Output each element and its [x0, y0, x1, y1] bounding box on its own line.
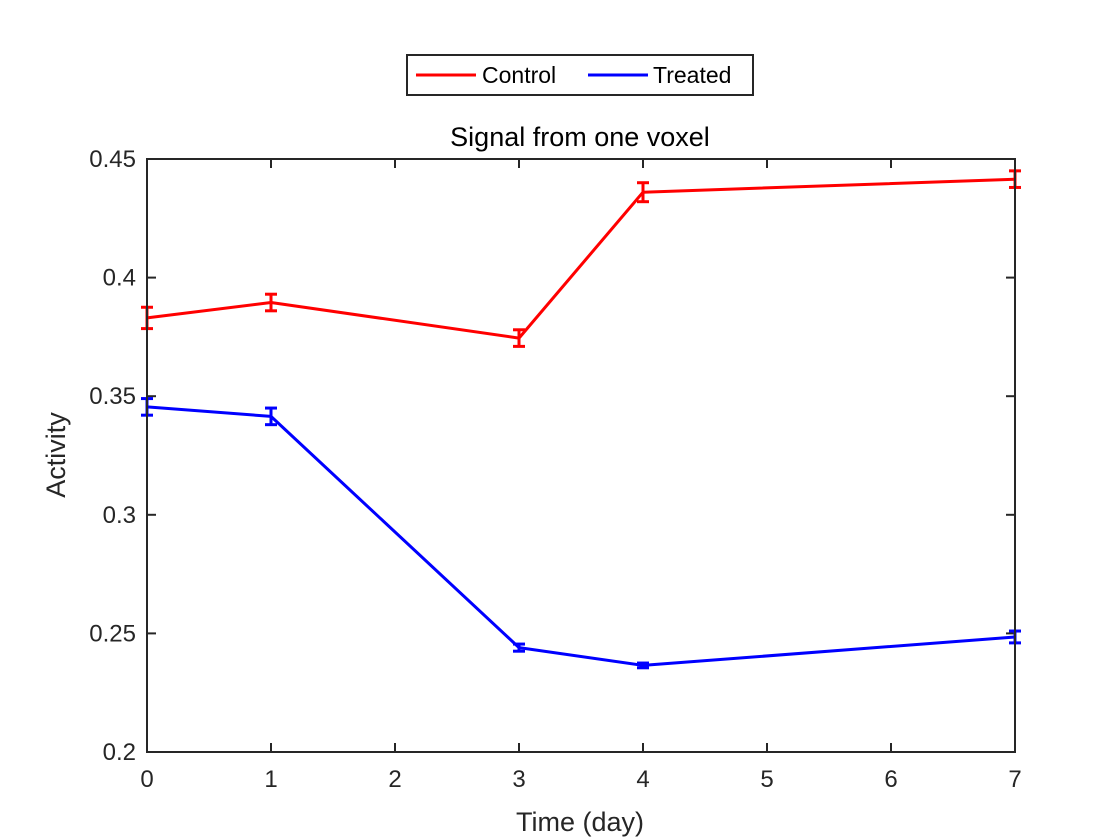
- x-tick-label: 2: [388, 766, 401, 793]
- y-tick-label: 0.45: [89, 146, 136, 173]
- series-line-control: [146, 177, 1016, 340]
- x-tick-label: 6: [884, 766, 897, 793]
- y-tick-label: 0.3: [103, 502, 136, 529]
- series-line-treated: [146, 405, 1016, 667]
- x-axis-label: Time (day): [516, 807, 644, 837]
- legend: Control Treated: [406, 54, 754, 96]
- x-tick-label: 5: [760, 766, 773, 793]
- series-treated: [141, 397, 1021, 670]
- plot-area-frame: [146, 158, 1016, 753]
- x-tick-label: 3: [512, 766, 525, 793]
- y-axis-label: Activity: [41, 412, 71, 498]
- x-tick-label: 0: [140, 766, 153, 793]
- x-tick-label: 1: [264, 766, 277, 793]
- y-tick-label: 0.25: [89, 620, 136, 647]
- series-control: [141, 169, 1021, 348]
- x-tick-label: 7: [1008, 766, 1021, 793]
- legend-label-treated: Treated: [653, 62, 731, 88]
- series-layer: [141, 169, 1021, 670]
- y-tick-label: 0.35: [89, 383, 136, 410]
- x-tick-label: 4: [636, 766, 649, 793]
- legend-label-control: Control: [482, 62, 556, 88]
- chart-title: Signal from one voxel: [450, 122, 710, 152]
- y-tick-label: 0.2: [103, 739, 136, 766]
- y-tick-label: 0.4: [103, 265, 136, 292]
- axis-ticks: 0 1 2 3 4 5 6 7 0.2 0.25 0.3 0.35 0.4 0.45: [89, 146, 1021, 793]
